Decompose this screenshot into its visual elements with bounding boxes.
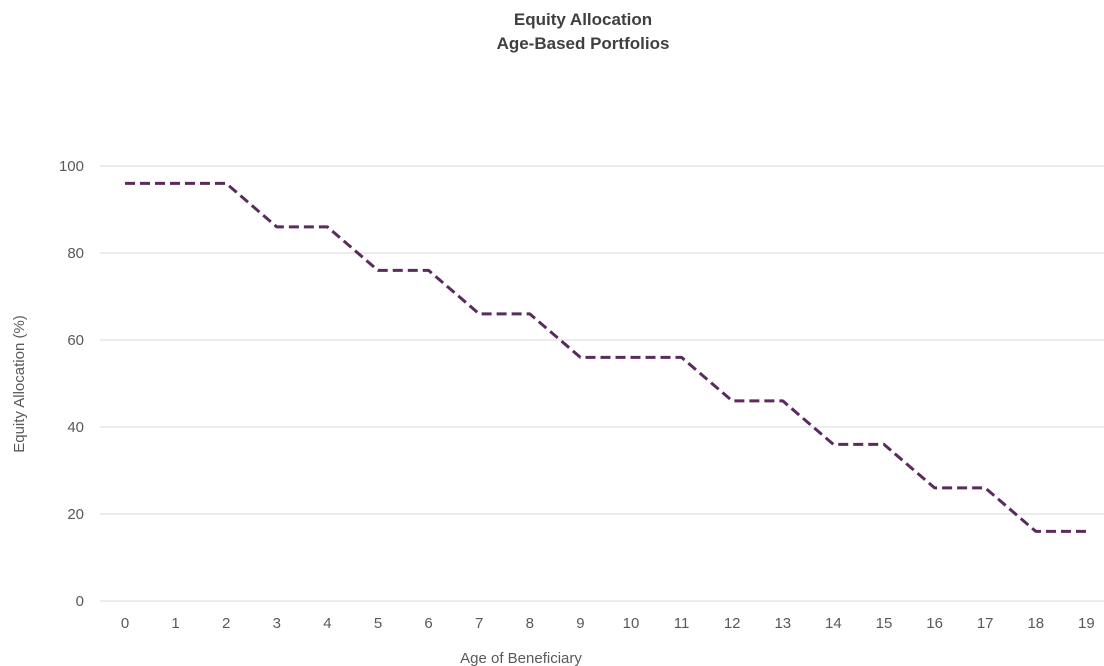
x-tick-label: 3 bbox=[273, 615, 281, 632]
x-tick-label: 17 bbox=[977, 615, 994, 632]
x-tick-label: 7 bbox=[475, 615, 483, 632]
x-tick-label: 6 bbox=[424, 615, 432, 632]
grid-layer bbox=[100, 165, 1104, 602]
y-tick-label: 0 bbox=[76, 593, 84, 610]
x-tick-label: 11 bbox=[674, 615, 690, 632]
x-tick-label: 10 bbox=[623, 615, 640, 632]
chart-title: Equity Allocation bbox=[514, 10, 652, 29]
x-tick-labels: 0 1 2 3 4 5 6 7 8 9 10 11 12 13 14 15 16 17 18 19 bbox=[121, 615, 1095, 632]
x-tick-label: 2 bbox=[222, 615, 230, 632]
data-point bbox=[225, 182, 228, 185]
x-tick-label: 14 bbox=[825, 615, 842, 632]
data-point bbox=[478, 312, 481, 315]
y-tick-label: 40 bbox=[67, 419, 84, 436]
x-tick-label: 15 bbox=[876, 615, 893, 632]
y-tick-label: 80 bbox=[67, 245, 84, 262]
x-tick-label: 0 bbox=[121, 615, 129, 632]
y-tick-label: 60 bbox=[67, 332, 84, 349]
x-tick-label: 4 bbox=[323, 615, 331, 632]
x-tick-label: 8 bbox=[526, 615, 534, 632]
y-tick-labels: 0 20 40 60 80 100 bbox=[59, 158, 84, 610]
x-tick-label: 5 bbox=[374, 615, 382, 632]
x-tick-label: 18 bbox=[1027, 615, 1044, 632]
data-point bbox=[731, 399, 734, 402]
x-tick-label: 16 bbox=[926, 615, 943, 632]
series-line bbox=[125, 181, 1087, 533]
y-tick-label: 20 bbox=[67, 506, 84, 523]
x-tick-label: 9 bbox=[576, 615, 584, 632]
series-layer bbox=[125, 181, 1087, 533]
x-axis-label: Age of Beneficiary bbox=[460, 650, 582, 666]
x-tick-label: 13 bbox=[774, 615, 791, 632]
x-tick-label: 1 bbox=[171, 615, 179, 632]
chart-subtitle: Age-Based Portfolios bbox=[497, 34, 670, 53]
x-tick-label: 12 bbox=[724, 615, 741, 632]
y-axis-label: Equity Allocation (%) bbox=[11, 315, 28, 453]
data-point bbox=[984, 486, 987, 489]
y-tick-label: 100 bbox=[59, 158, 84, 175]
x-tick-label: 19 bbox=[1078, 615, 1095, 632]
